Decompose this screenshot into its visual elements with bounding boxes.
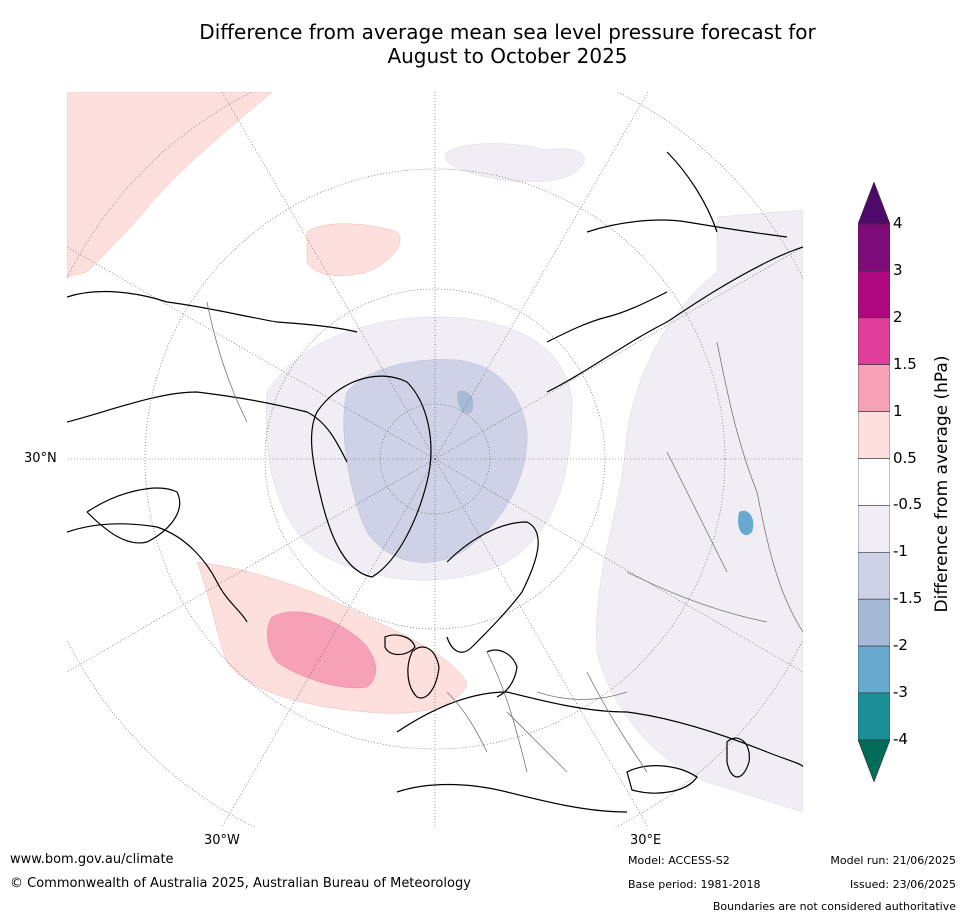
coast-iceland xyxy=(384,634,416,656)
anomaly-baikal-spot xyxy=(738,510,754,536)
colorbar-tick-label: 2 xyxy=(893,307,903,326)
coast-baltic xyxy=(486,649,518,698)
colorbar-bin xyxy=(857,411,891,459)
colorbar-title: Difference from average (hPa) xyxy=(932,355,952,613)
anomaly-alaska-positive xyxy=(306,223,401,276)
colorbar-tick-label: -2 xyxy=(893,636,908,655)
colorbar-tick-label: 4 xyxy=(893,214,903,232)
chart-title: Difference from average mean sea level p… xyxy=(0,20,965,68)
anomaly-russia-weak-negative xyxy=(596,209,803,813)
anomaly-nw-pacific-positive xyxy=(67,92,273,278)
title-line-1: Difference from average mean sea level p… xyxy=(199,20,816,44)
title-line-2: August to October 2025 xyxy=(387,44,628,68)
coast-kamchatka xyxy=(666,151,718,233)
colorbar-bin xyxy=(857,270,891,319)
colorbar-bin xyxy=(857,692,891,741)
map-svg xyxy=(67,92,803,827)
coast-canada-arctic xyxy=(67,391,348,463)
graticule xyxy=(67,92,803,827)
colorbar-bin xyxy=(857,598,891,647)
colorbar-bin xyxy=(857,458,891,506)
map-panel xyxy=(67,92,803,827)
lat-label-30n: 30°N xyxy=(24,451,57,466)
colorbar-extend-bottom xyxy=(857,739,891,783)
colorbar-tick-label: -0.5 xyxy=(893,495,923,514)
coast-greenland xyxy=(310,375,432,578)
coastlines xyxy=(67,151,803,813)
colorbar-bin xyxy=(857,645,891,694)
footer-issued: Issued: 23/06/2025 xyxy=(849,878,956,891)
coast-black-sea xyxy=(626,765,698,794)
footer-website: www.bom.gov.au/climate xyxy=(10,852,174,867)
footer-boundaries-note: Boundaries are not considered authoritat… xyxy=(712,900,956,913)
coast-chukotka xyxy=(586,219,788,238)
coast-labrador xyxy=(67,523,248,623)
footer-model: Model: ACCESS-S2 xyxy=(628,854,730,867)
colorbar-tick-label: 1.5 xyxy=(893,354,917,373)
coast-uk xyxy=(407,646,440,699)
coast-siberia xyxy=(546,246,803,393)
anomaly-arctic-spot-negative xyxy=(457,390,474,414)
colorbar-svg xyxy=(857,181,891,783)
coast-europe xyxy=(396,691,803,768)
lon-label-30w: 30°W xyxy=(204,833,240,848)
coast-hudson-bay xyxy=(86,487,181,544)
footer-model-run: Model run: 21/06/2025 xyxy=(830,854,956,867)
lon-label-30e: 30°E xyxy=(630,833,662,848)
coast-caspian xyxy=(726,737,750,778)
colorbar-tick-label: 0.5 xyxy=(893,448,917,467)
footer-copyright: © Commonwealth of Australia 2025, Austra… xyxy=(10,876,471,891)
colorbar-bin xyxy=(857,551,891,600)
colorbar-tick-label: -1 xyxy=(893,542,908,561)
colorbar-bin xyxy=(857,223,891,272)
colorbar-tick-label: -3 xyxy=(893,683,908,701)
colorbar-tick-label: 3 xyxy=(893,260,903,279)
footer-base-period: Base period: 1981-2018 xyxy=(628,878,761,891)
colorbar-tick-label: -4 xyxy=(893,729,908,748)
coast-mediterranean xyxy=(396,783,628,813)
colorbar-bin xyxy=(857,364,891,412)
anomaly-north-atlantic-strong xyxy=(267,611,376,689)
anomaly-arctic-negative xyxy=(343,359,528,563)
country-boundaries xyxy=(206,301,803,773)
coast-scandinavia xyxy=(446,521,539,653)
colorbar-extend-top xyxy=(857,181,891,225)
colorbar xyxy=(857,181,891,783)
coast-taymyr xyxy=(546,291,668,343)
coast-alaska xyxy=(67,290,358,333)
anomaly-siberia-weak-negative xyxy=(444,143,585,183)
colorbar-bin xyxy=(857,317,891,366)
colorbar-tick-label: -1.5 xyxy=(893,589,923,608)
colorbar-tick-label: 1 xyxy=(893,401,903,420)
colorbar-bin xyxy=(857,505,891,553)
